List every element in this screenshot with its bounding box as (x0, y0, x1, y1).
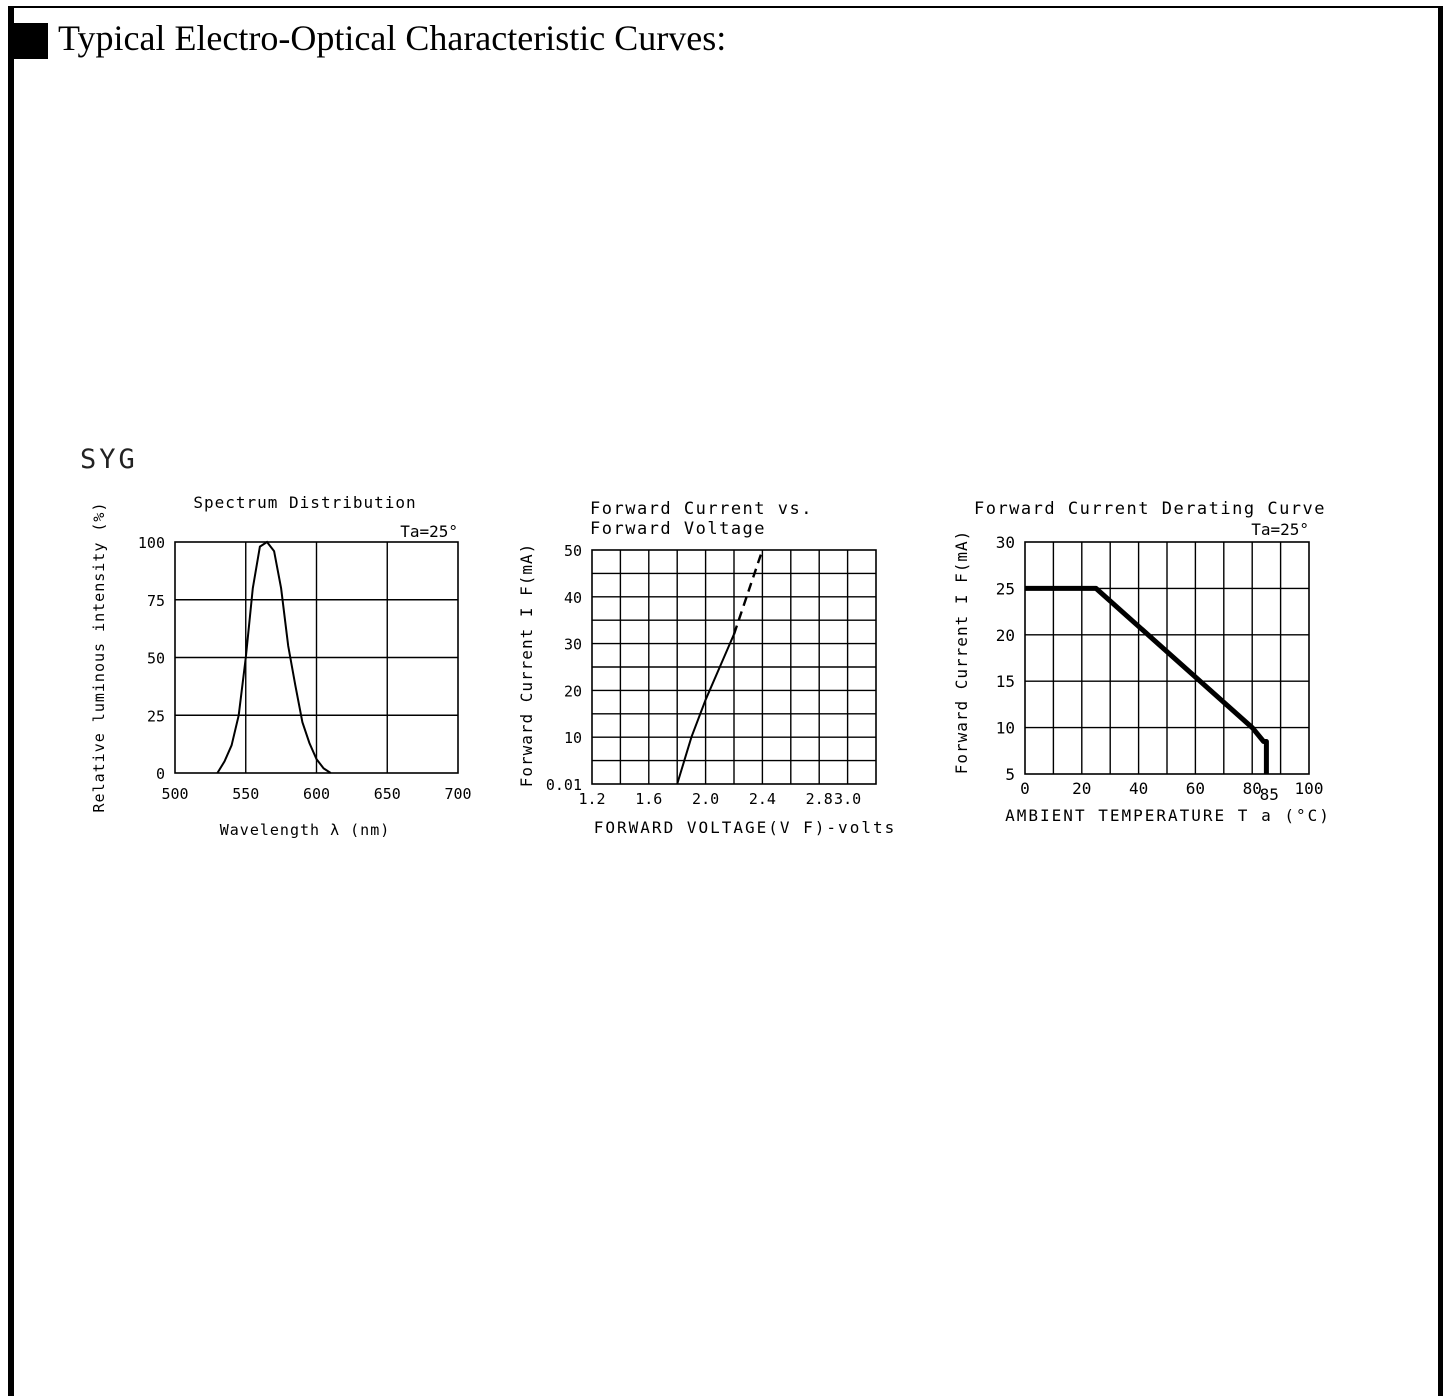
x-tick-label: 2.4 (749, 790, 776, 808)
x-axis-label: FORWARD VOLTAGE(V F)-volts (594, 818, 896, 837)
y-tick-label: 25 (996, 579, 1015, 598)
y-tick-label: 5 (1005, 765, 1015, 784)
y-tick-labels: 5 10 15 20 25 30 (996, 533, 1015, 784)
heading-bullet-icon (12, 23, 48, 59)
x-tick-label: 700 (444, 785, 471, 803)
y-tick-labels: 0.01 10 20 30 40 50 (546, 542, 582, 794)
x-tick-label: 1.2 (578, 790, 605, 808)
x-tick-label: 0 (1020, 779, 1030, 798)
y-tick-label: 40 (564, 589, 582, 607)
x-tick-label: 600 (303, 785, 330, 803)
chart-title: Forward Current Derating Curve (974, 499, 1326, 519)
x-tick-label: 3.0 (834, 790, 861, 808)
y-tick-label: 50 (147, 650, 165, 668)
y-tick-label: 50 (564, 542, 582, 560)
x-tick-label-extra: 85 (1260, 785, 1279, 804)
chart-title: Spectrum Distribution (193, 493, 416, 512)
page-frame (8, 6, 1443, 1396)
chart-title-line1: Forward Current vs. (590, 499, 813, 519)
x-axis-label: Wavelength λ (nm) (220, 821, 391, 839)
x-tick-label: 20 (1072, 779, 1091, 798)
y-tick-label: 30 (996, 533, 1015, 552)
y-axis-label: Relative luminous intensity (%) (90, 502, 108, 813)
grid (175, 542, 458, 773)
y-tick-label: 10 (564, 729, 582, 747)
x-tick-labels: 0 20 40 60 80 100 85 (1020, 779, 1323, 804)
x-tick-label: 100 (1295, 779, 1324, 798)
y-tick-label: 20 (996, 626, 1015, 645)
y-tick-label: 75 (147, 592, 165, 610)
x-tick-label: 650 (374, 785, 401, 803)
product-label: SYG (80, 444, 138, 475)
series-line-dashed (732, 549, 764, 635)
series-line (216, 540, 332, 774)
section-heading: Typical Electro-Optical Characteristic C… (12, 14, 726, 62)
x-tick-label: 500 (161, 785, 188, 803)
y-tick-label: 10 (996, 719, 1015, 738)
series-line-solid (676, 633, 735, 785)
y-tick-label: 100 (138, 534, 165, 552)
grid (592, 550, 876, 784)
y-axis-label: Forward Current I F(mA) (952, 530, 971, 775)
y-tick-label: 25 (147, 707, 165, 725)
y-tick-label: 30 (564, 636, 582, 654)
forward-current-voltage-chart: Forward Current vs. Forward Voltage 0.01… (517, 499, 896, 837)
x-axis-label: AMBIENT TEMPERATURE T a (°C) (1005, 806, 1331, 825)
y-tick-labels: 0 25 50 75 100 (138, 534, 165, 783)
x-tick-label: 80 (1243, 779, 1262, 798)
chart-condition: Ta=25° (400, 522, 458, 541)
x-tick-label: 60 (1186, 779, 1205, 798)
y-tick-label: 15 (996, 672, 1015, 691)
heading-title: Typical Electro-Optical Characteristic C… (58, 18, 727, 58)
x-tick-labels: 500 550 600 650 700 (161, 785, 471, 803)
y-axis-label: Forward Current I F(mA) (517, 543, 536, 788)
x-tick-label: 2.8 (806, 790, 833, 808)
spectrum-distribution-chart: Spectrum Distribution Ta=25° 0255075100 … (90, 493, 472, 839)
x-tick-label: 40 (1129, 779, 1148, 798)
x-tick-labels: 1.2 1.6 2.0 2.4 2.8 3.0 (578, 790, 861, 808)
x-tick-label: 1.6 (635, 790, 662, 808)
forward-current-derating-chart: Forward Current Derating Curve Ta=25° 5 1… (952, 499, 1331, 825)
series-line (1025, 585, 1269, 774)
y-tick-label: 20 (564, 682, 582, 700)
chart-title-line2: Forward Voltage (590, 519, 766, 539)
y-tick-label: 0.01 (546, 776, 582, 794)
x-tick-label: 2.0 (692, 790, 719, 808)
grid (1025, 542, 1309, 774)
x-tick-label: 550 (232, 785, 259, 803)
chart-condition: Ta=25° (1251, 520, 1309, 539)
y-tick-label: 0 (156, 765, 165, 783)
